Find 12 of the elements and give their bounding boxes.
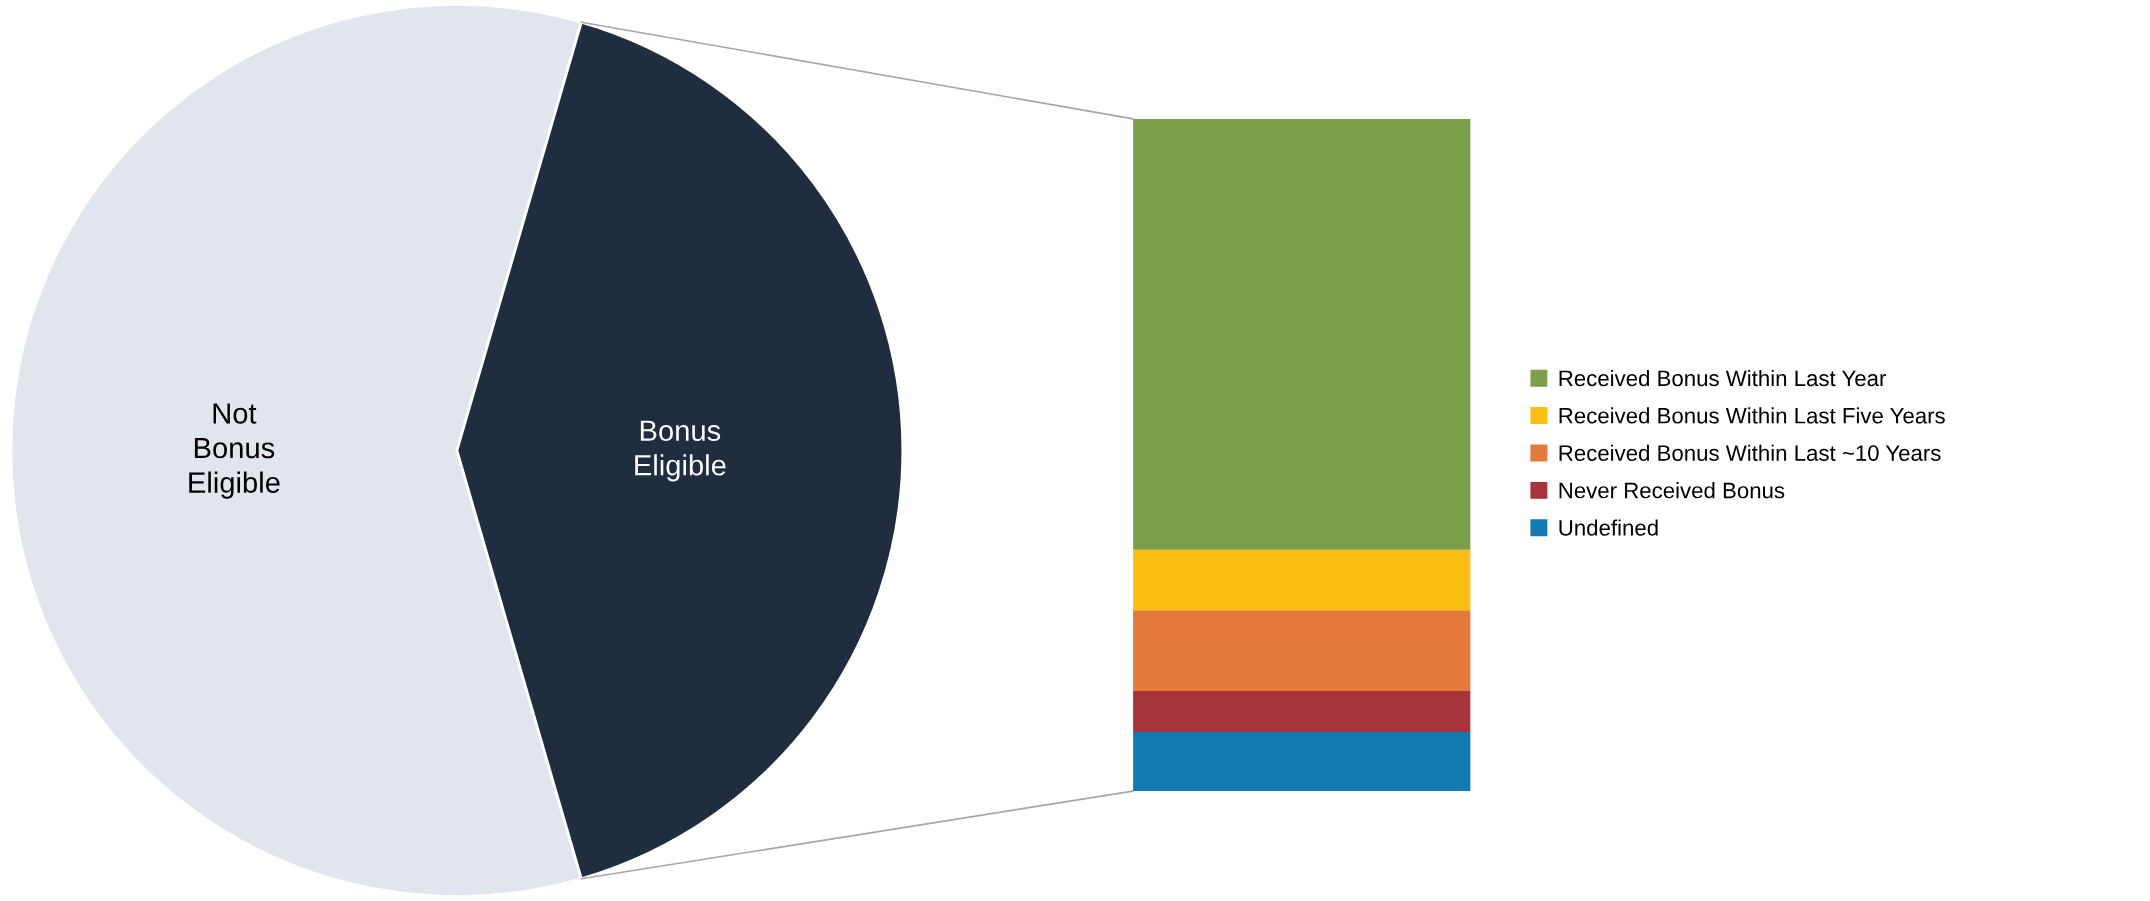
slice-label: Bonus Eligible	[635, 420, 726, 482]
bar	[1133, 690, 1471, 732]
bar	[1133, 731, 1471, 792]
legend-label: Received Bonus Within Last Year	[1559, 369, 1887, 387]
bar	[1133, 610, 1471, 691]
bar	[1133, 549, 1471, 611]
legend-label: Never Received Bonus	[1559, 482, 1785, 499]
slice-label: Not Bonus Eligible	[189, 403, 280, 499]
legend-label: Received Bonus Within Last ~10 Years	[1559, 444, 1941, 461]
bar	[1133, 118, 1471, 550]
legend-label: Undefined	[1559, 519, 1658, 536]
legend-label: Received Bonus Within Last Five Years	[1559, 407, 1945, 424]
